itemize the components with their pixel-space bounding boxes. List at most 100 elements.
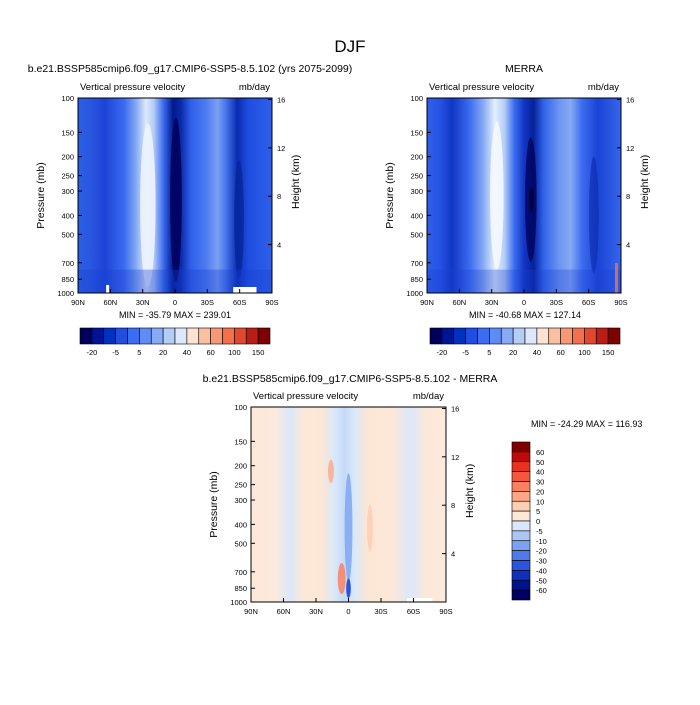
- colorbar-swatch: [511, 500, 531, 512]
- stats-label: MIN = -35.79 MAX = 239.01: [119, 310, 231, 320]
- x-tick-label: 30N: [485, 298, 499, 307]
- units-label: mb/day: [413, 391, 444, 402]
- x-tick-label: 60S: [233, 298, 246, 307]
- units-label: mb/day: [239, 82, 270, 93]
- y-tick-label: 200: [410, 153, 423, 162]
- colorbar-swatch: [548, 327, 561, 345]
- y-tick-label: 500: [410, 230, 423, 239]
- colorbar-swatch: [511, 441, 531, 453]
- left-string: Vertical pressure velocity: [429, 82, 534, 93]
- colorbar-label: 40: [533, 348, 541, 357]
- x-tick-label: 0: [522, 298, 526, 307]
- x-tick-label: 30N: [136, 298, 150, 307]
- contour-features: [78, 117, 272, 293]
- height-tick-label: 12: [277, 144, 285, 153]
- y-tick-label: 850: [61, 275, 74, 284]
- height-tick-label: 8: [451, 501, 455, 510]
- colorbar-swatch: [595, 327, 609, 345]
- x-tick-label: 30S: [374, 607, 387, 616]
- left-string: Vertical pressure velocity: [253, 391, 358, 402]
- southern-core: [234, 160, 244, 278]
- y-tick-label: 700: [410, 259, 423, 268]
- colorbar-swatch: [511, 481, 531, 492]
- y-tick-label: 500: [61, 230, 74, 239]
- colorbar-swatch: [500, 327, 514, 345]
- x-tick-label: 60N: [452, 298, 466, 307]
- x-tick-label: 90N: [71, 298, 85, 307]
- colorbar-swatch: [511, 491, 531, 502]
- colorbar-swatch: [127, 327, 140, 345]
- stats-label: MIN = -40.68 MAX = 127.14: [469, 310, 581, 320]
- ascent-core-light: [140, 123, 156, 288]
- colorbar-label: -50: [536, 576, 547, 585]
- positive-core: [337, 563, 346, 595]
- negative-streak: [344, 473, 353, 583]
- colorbar-label: -20: [86, 348, 97, 357]
- x-tick-label: 30N: [309, 607, 323, 616]
- itcz-max: [529, 187, 535, 212]
- colorbar-label: 60: [206, 348, 214, 357]
- contour-features: [427, 121, 621, 293]
- colorbar-label: 150: [602, 348, 615, 357]
- colorbar-swatch: [210, 327, 223, 345]
- colorbar-swatch: [115, 327, 128, 345]
- units-label: mb/day: [588, 82, 619, 93]
- height-tick-label: 16: [277, 95, 285, 104]
- colorbar-swatch: [222, 327, 235, 345]
- colorbar-label: -60: [536, 586, 547, 595]
- contour-field: [427, 98, 621, 293]
- x-tick-label: 30S: [201, 298, 214, 307]
- colorbar-swatch: [489, 327, 502, 345]
- x-tick-label: 60S: [582, 298, 595, 307]
- colorbar-swatch: [453, 327, 466, 345]
- height-tick-label: 4: [451, 550, 455, 559]
- colorbar-swatch: [511, 451, 531, 463]
- y-tick-label: 1000: [406, 289, 423, 298]
- colorbar-swatch: [511, 589, 531, 601]
- colorbar-swatch: [584, 327, 597, 345]
- height-axis-label: Height (km): [290, 155, 302, 209]
- height-tick-label: 4: [626, 241, 630, 250]
- panel-title: b.e21.BSSP585cmip6.f09_g17.CMIP6-SSP5-8.…: [203, 373, 498, 385]
- missing-data-mask: [106, 285, 110, 293]
- colorbar-label: 100: [228, 348, 241, 357]
- y-tick-label: 250: [234, 481, 247, 490]
- height-tick-label: 12: [451, 453, 459, 462]
- x-tick-label: 60S: [407, 607, 420, 616]
- x-tick-label: 60N: [103, 298, 117, 307]
- x-tick-label: 0: [346, 607, 350, 616]
- figure-title: DJF: [334, 37, 365, 56]
- y-axis-label: Pressure (mb): [384, 162, 396, 229]
- x-tick-label: 90S: [439, 607, 452, 616]
- colorbar-label: -20: [436, 348, 447, 357]
- colorbar-label: 40: [536, 468, 544, 477]
- y-tick-label: 400: [61, 211, 74, 220]
- colorbar-label: 50: [536, 458, 544, 467]
- panel-title: b.e21.BSSP585cmip6.f09_g17.CMIP6-SSP5-8.…: [28, 63, 353, 75]
- colorbar-swatch: [477, 327, 490, 345]
- colorbar-swatch: [511, 510, 531, 522]
- colorbar-label: -5: [462, 348, 469, 357]
- positive-patch: [615, 263, 618, 293]
- colorbar-swatch: [79, 327, 93, 345]
- y-tick-label: 100: [234, 403, 247, 412]
- colorbar-swatch: [257, 327, 271, 345]
- colorbar-label: 10: [536, 497, 544, 506]
- x-tick-label: 60N: [277, 607, 291, 616]
- y-tick-label: 300: [410, 187, 423, 196]
- colorbar-swatch: [511, 579, 531, 591]
- colorbar-swatch: [512, 327, 526, 345]
- x-tick-label: 90N: [420, 298, 434, 307]
- colorbar-label: 20: [159, 348, 167, 357]
- y-tick-label: 200: [234, 462, 247, 471]
- colorbar-label: -5: [536, 527, 543, 536]
- colorbar-swatch: [139, 327, 152, 345]
- colorbar-swatch: [441, 327, 455, 345]
- y-tick-label: 100: [410, 94, 423, 103]
- colorbar: -20 -5 5 20 40 60 100 150: [429, 327, 621, 357]
- y-tick-label: 300: [234, 496, 247, 505]
- positive-patch: [328, 459, 334, 484]
